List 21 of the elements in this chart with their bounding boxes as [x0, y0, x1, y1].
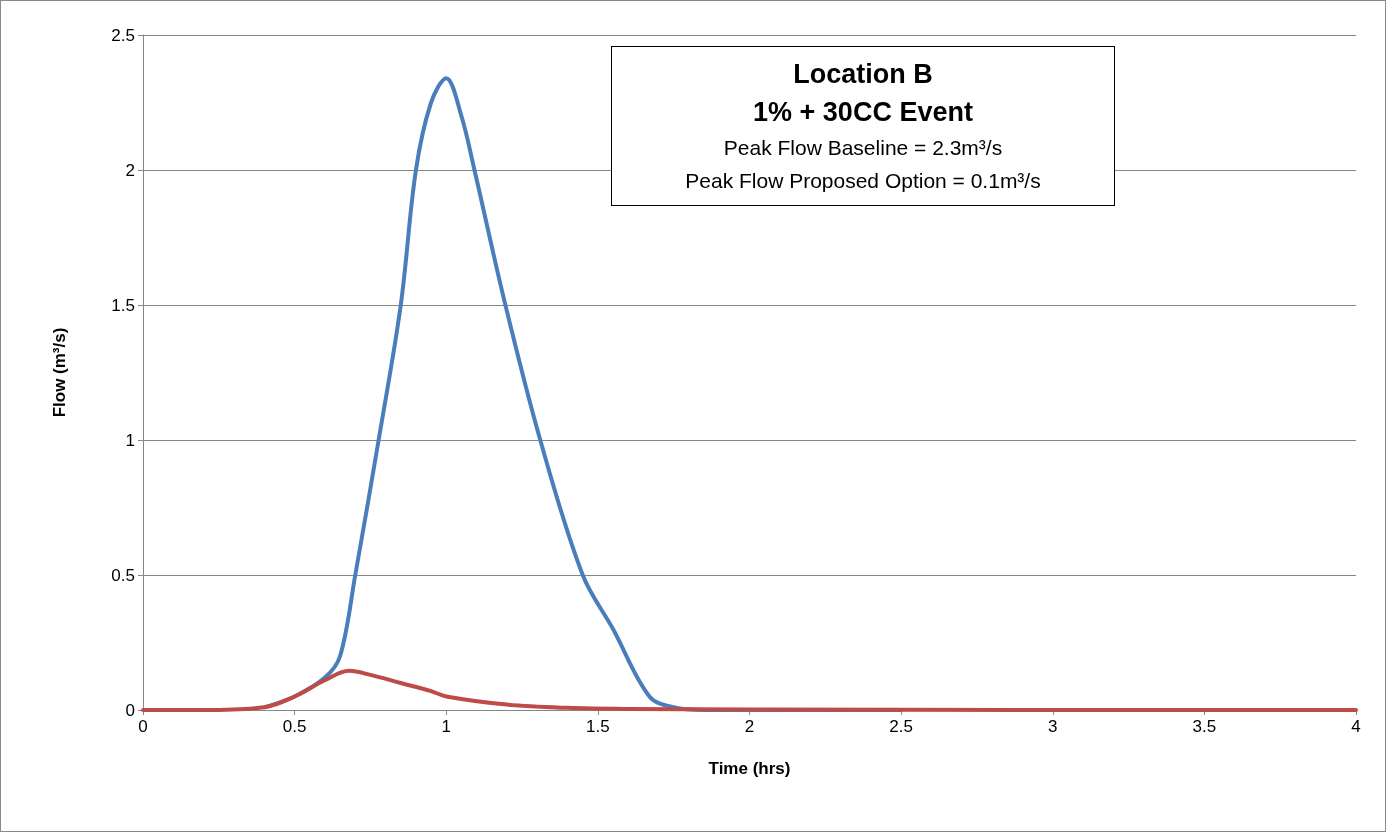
- x-tick-label: 2: [744, 717, 755, 736]
- x-tick-label: 4: [1351, 717, 1361, 736]
- x-tick-label: 1.5: [586, 717, 610, 736]
- x-axis-title: Time (hrs): [708, 759, 791, 778]
- line-series: [141, 668, 1358, 712]
- y-axis-title: Flow (m³/s): [50, 327, 69, 418]
- y-tick-label: 1.5: [111, 295, 135, 315]
- annotation: Peak Flow Proposed Option = 0.1m³/s: [684, 168, 1042, 194]
- x-tick-label: 1: [441, 717, 451, 736]
- x-tick-label: 2.5: [889, 717, 913, 736]
- y-tick-label: 1: [125, 430, 135, 450]
- x-tick-label: 3.5: [1192, 717, 1217, 736]
- y-tick-label: 0.5: [111, 565, 135, 585]
- x-tick-label: 0: [138, 717, 148, 736]
- x-tick-label: 0.5: [282, 717, 307, 736]
- x-tick-label: 3: [1048, 717, 1058, 736]
- y-tick-label: 2.5: [111, 25, 135, 45]
- y-tick-label: 0: [125, 700, 135, 720]
- y-tick-label: 2: [125, 160, 135, 180]
- annotation: Peak Flow Baseline = 2.3m³/s: [722, 135, 1004, 161]
- text-box: Location B 1% + 30CC Event Peak Flow Baseline = 2.3m³/s Peak Flow Proposed Option = 0.1m³/s: [611, 46, 1115, 206]
